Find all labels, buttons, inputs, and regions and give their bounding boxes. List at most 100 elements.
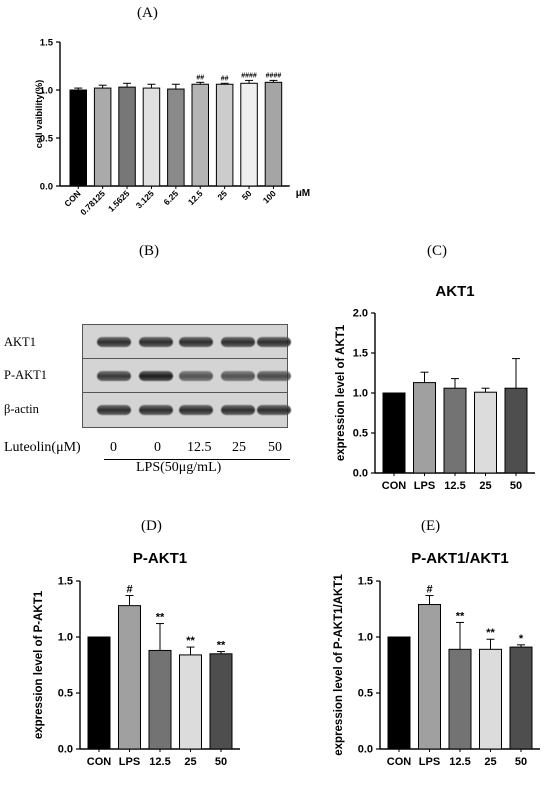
- bar: [443, 387, 467, 474]
- blot-row-label-beta-actin: β-actin: [4, 402, 39, 416]
- lane-label-1: 0: [110, 440, 117, 455]
- y-axis-label: expression level of AKT1: [335, 324, 347, 461]
- bar: [264, 81, 283, 187]
- bar: [209, 653, 233, 750]
- x-tick-label: 25: [184, 756, 196, 768]
- significance-marker: *: [519, 633, 524, 645]
- y-tick-label: 0.5: [40, 134, 54, 145]
- x-tick-label: 50: [510, 480, 522, 492]
- y-tick-label: 0.0: [58, 744, 73, 756]
- significance-marker: **: [217, 640, 226, 652]
- bar: [93, 87, 112, 187]
- bar: [504, 387, 528, 474]
- bar: [118, 605, 141, 750]
- chart-title: P-AKT1/AKT1: [411, 550, 509, 567]
- x-tick-label: CON: [62, 188, 82, 208]
- bar: [509, 646, 533, 750]
- x-tick-label: 25: [215, 188, 229, 202]
- panel-label-d: (D): [141, 518, 162, 534]
- y-tick-label: 0.5: [358, 688, 373, 700]
- x-tick-label: CON: [382, 480, 407, 492]
- significance-marker: ##: [221, 75, 229, 82]
- x-tick-label: 50: [515, 756, 527, 768]
- blot-band: [179, 405, 213, 415]
- y-axis-label: cell vaibility(%): [34, 80, 45, 149]
- y-tick-label: 1.5: [58, 576, 73, 588]
- y-tick-label: 1.0: [353, 388, 368, 400]
- x-tick-label: 1.5625: [106, 188, 132, 214]
- blot-band: [139, 371, 173, 381]
- panel-label-b: (B): [139, 243, 159, 259]
- x-tick-label: 0.78125: [78, 188, 107, 217]
- y-axis-label: expression level of P-AKT1/AKT1: [333, 574, 345, 756]
- lane-label-4: 25: [232, 440, 246, 455]
- x-tick-label: LPS: [419, 756, 440, 768]
- blot-band: [97, 405, 131, 415]
- x-tick-label: LPS: [119, 756, 140, 768]
- chart-title: AKT1: [435, 283, 474, 300]
- blot-image-p-akt1: [82, 358, 291, 394]
- panel-label-e: (E): [421, 518, 441, 534]
- treatment-label: Luteolin(μM): [4, 440, 81, 455]
- y-tick-label: 0.5: [58, 688, 73, 700]
- bar: [215, 83, 234, 187]
- x-tick-label: CON: [87, 756, 112, 768]
- chart-p-akt1: P-AKT1 0.0 0.5 1.0 1.5 expression level of P-…: [33, 550, 240, 768]
- blot-band: [139, 405, 173, 415]
- y-tick-label: 0.0: [40, 182, 53, 193]
- bar: [418, 604, 441, 750]
- x-tick-label: CON: [387, 756, 412, 768]
- y-tick-label: 1.5: [358, 576, 373, 588]
- y-tick-label: 1.0: [58, 632, 73, 644]
- bar: [118, 86, 136, 187]
- y-tick-label: 0.5: [353, 428, 368, 440]
- blot-band: [179, 337, 213, 347]
- bar: [142, 87, 161, 187]
- bar: [148, 649, 172, 750]
- panel-label-a: (A): [137, 5, 158, 21]
- bar: [69, 89, 87, 187]
- significance-marker: **: [186, 635, 195, 647]
- bar: [479, 648, 502, 750]
- bar: [87, 636, 111, 750]
- blot-band: [97, 371, 131, 381]
- panel-label-c: (C): [427, 243, 447, 259]
- y-tick-label: 0.0: [358, 744, 373, 756]
- chart-p-akt1-akt1: P-AKT1/AKT1 0.0 0.5 1.0 1.5 expression level …: [333, 550, 540, 768]
- bar: [191, 83, 209, 187]
- blot-band: [257, 371, 291, 381]
- x-tick-label: LPS: [414, 480, 435, 492]
- chart-akt1: AKT1 0.0 0.5 1.0 1.5 2.0 expression level of A…: [335, 283, 535, 492]
- significance-marker: #: [426, 584, 432, 596]
- lane-label-3: 12.5: [187, 440, 212, 455]
- x-tick-label: 25: [484, 756, 496, 768]
- x-tick-label: 12.5: [186, 188, 205, 207]
- group-label: LPS(50μg/mL): [136, 460, 222, 475]
- blot-band: [221, 405, 255, 415]
- significance-marker: **: [486, 627, 495, 639]
- bar: [240, 82, 258, 187]
- x-tick-label: 12.5: [449, 756, 470, 768]
- significance-marker: **: [456, 610, 465, 622]
- bar: [474, 391, 497, 474]
- bar: [387, 636, 411, 750]
- chart-title: P-AKT1: [133, 550, 187, 567]
- blot-band: [257, 337, 291, 347]
- blot-band: [97, 337, 131, 347]
- y-tick-label: 1.0: [358, 632, 373, 644]
- blot-band: [257, 405, 291, 415]
- x-tick-label: 3.125: [134, 188, 156, 210]
- lps-bracket-line: [104, 459, 290, 460]
- y-tick-label: 0.0: [353, 468, 368, 480]
- blot-image-beta-actin: [82, 392, 291, 428]
- bar: [167, 88, 185, 187]
- x-tick-label: 6.25: [161, 188, 180, 207]
- y-tick-label: 2.0: [353, 308, 368, 320]
- x-tick-label: 12.5: [149, 756, 170, 768]
- lane-label-2: 0: [154, 440, 161, 455]
- lane-label-5: 50: [268, 440, 282, 455]
- significance-marker: **: [156, 612, 165, 624]
- y-tick-label: 1.5: [40, 38, 54, 49]
- blot-row-label-akt1: AKT1: [4, 335, 36, 349]
